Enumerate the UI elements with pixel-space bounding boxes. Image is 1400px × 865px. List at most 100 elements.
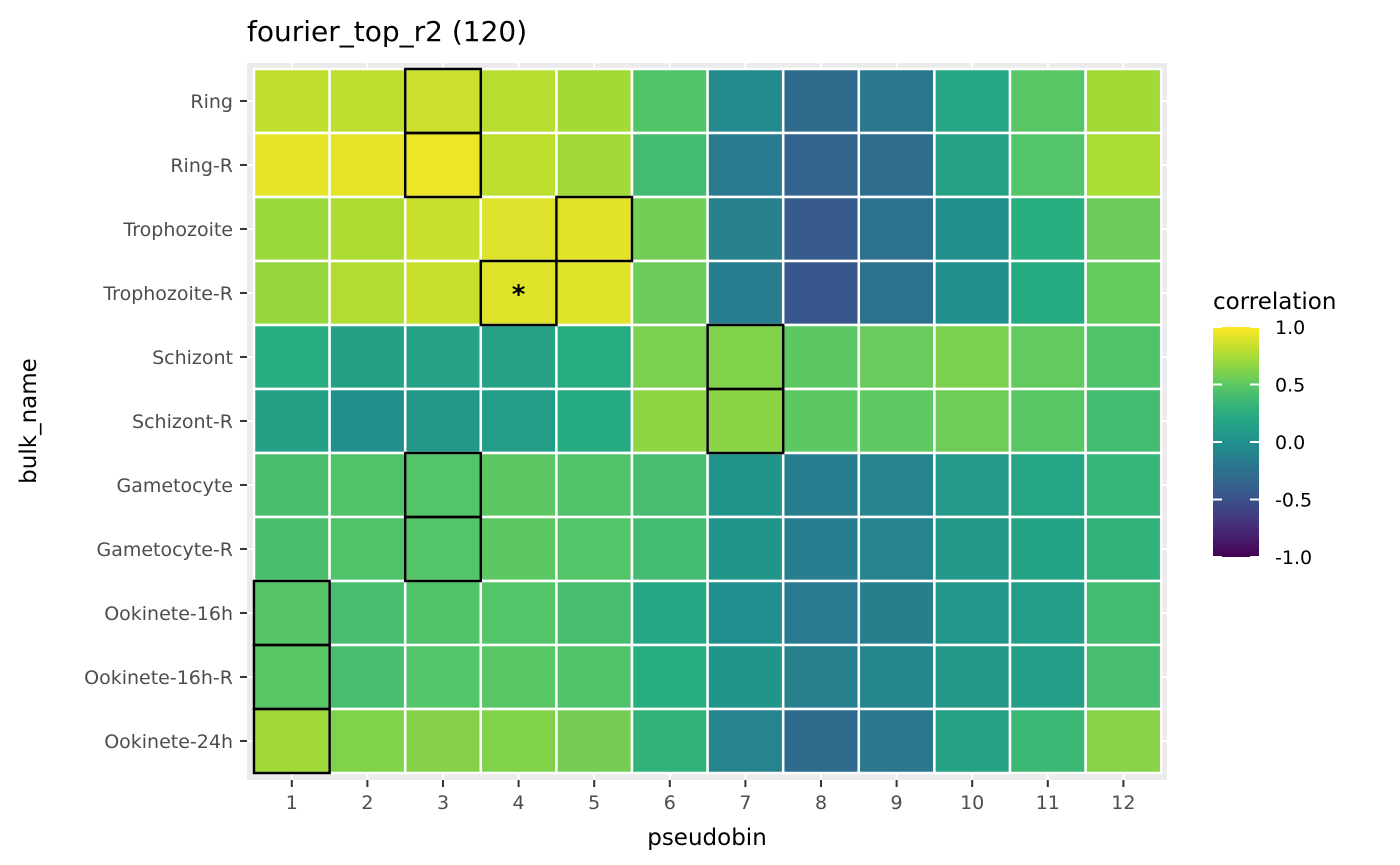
heatmap-cell: [1084, 323, 1163, 391]
heatmap-cell: [933, 451, 1012, 519]
y-tick-label: Ring-R: [170, 155, 233, 177]
heatmap-cell: [630, 67, 709, 135]
heatmap-cell: [252, 451, 331, 519]
heatmap-cell: [328, 259, 407, 327]
heatmap-cell: [1084, 195, 1163, 263]
heatmap-cell: [933, 323, 1012, 391]
heatmap-cell: [1084, 67, 1163, 135]
heatmap-cell: [706, 67, 785, 135]
legend-tick-label: -0.5: [1275, 490, 1312, 512]
y-tick-label: Trophozoite-R: [102, 283, 233, 305]
heatmap-cell: [857, 323, 936, 391]
heatmap-cell: [252, 195, 331, 263]
heatmap-cell: [1008, 259, 1087, 327]
heatmap-cell: [555, 707, 634, 775]
heatmap-cell: [630, 323, 709, 391]
heatmap-cell: [1084, 451, 1163, 519]
x-tick-label: 7: [739, 792, 751, 814]
heatmap-cell: [1084, 387, 1163, 455]
heatmap-cell: [328, 451, 407, 519]
legend-tick-label: -1.0: [1275, 547, 1312, 569]
heatmap-cell: [933, 67, 1012, 135]
highlight-box: [479, 259, 558, 327]
x-tick-label: 12: [1111, 792, 1135, 814]
heatmap-cell: [630, 515, 709, 583]
heatmap-cell: [479, 67, 558, 135]
heatmap-cell: [403, 323, 483, 391]
heatmap-cell: [252, 323, 331, 391]
legend: correlation 1.0 0.5 0.0 -0.5 -1.0: [1213, 289, 1336, 569]
heatmap-cell: [555, 643, 634, 711]
heatmap-cell: [479, 579, 558, 647]
x-tick-label: 4: [513, 792, 525, 814]
heatmap-cell: [252, 259, 331, 327]
highlight-box: [252, 707, 331, 775]
heatmap-cell: [781, 387, 861, 455]
heatmap-cell: [706, 387, 785, 455]
heatmap-cell: [781, 707, 861, 775]
y-tick-label: Gametocyte-R: [96, 539, 233, 561]
heatmap-cell: [1008, 451, 1087, 519]
legend-tick-label: 0.5: [1275, 375, 1305, 397]
y-tick-label: Ookinete-16h: [104, 603, 233, 625]
heatmap-cell: [781, 579, 861, 647]
heatmap-cell: [630, 387, 709, 455]
heatmap-cell: [328, 707, 407, 775]
highlight-box: [555, 195, 634, 263]
heatmap-cell: [555, 451, 634, 519]
heatmap-cell: [706, 515, 785, 583]
heatmap-cell: [1084, 515, 1163, 583]
highlight-box: [403, 515, 483, 583]
x-axis-title: pseudobin: [647, 825, 767, 851]
legend-tick-label: 0.0: [1275, 432, 1305, 454]
heatmap-cell: [555, 195, 634, 263]
heatmap-cells: [252, 67, 1163, 775]
x-tick-label: 6: [664, 792, 676, 814]
heatmap-cell: [781, 323, 861, 391]
heatmap-cell: [857, 259, 936, 327]
heatmap-cell: [857, 131, 936, 199]
heatmap-cell: [630, 259, 709, 327]
legend-title: correlation: [1213, 289, 1336, 315]
y-axis-title: bulk_name: [16, 358, 42, 484]
heatmap-cell: [781, 515, 861, 583]
heatmap-cell: [781, 259, 861, 327]
heatmap-cell: [555, 579, 634, 647]
heatmap-cell: [252, 643, 331, 711]
heatmap-cell: [933, 259, 1012, 327]
x-tick-label: 1: [286, 792, 298, 814]
heatmap-cell: [328, 67, 407, 135]
heatmap-cell: [1008, 131, 1087, 199]
heatmap-cell: [252, 387, 331, 455]
heatmap-cell: [857, 387, 936, 455]
x-axis: 1 2 3 4 5 6 7 8 9 10 11 12: [286, 780, 1135, 814]
heatmap-cell: [403, 195, 483, 263]
heatmap-cell: [479, 451, 558, 519]
heatmap-cell: [630, 707, 709, 775]
heatmap-cell: [1084, 131, 1163, 199]
heatmap-cell: [252, 707, 331, 775]
heatmap-cell: [933, 579, 1012, 647]
heatmap-cell: [403, 643, 483, 711]
heatmap-cell: [252, 515, 331, 583]
cell-annotations: *: [512, 280, 526, 310]
x-tick-label: 5: [588, 792, 600, 814]
x-tick-label: 9: [891, 792, 903, 814]
heatmap-cell: [403, 131, 483, 199]
heatmap-cell: [857, 451, 936, 519]
heatmap-cell: [781, 643, 861, 711]
heatmap-cell: [252, 579, 331, 647]
heatmap-cell: [630, 195, 709, 263]
heatmap-cell: [781, 195, 861, 263]
y-tick-label: Ring: [190, 91, 233, 113]
heatmap-cell: [555, 67, 634, 135]
x-tick-label: 3: [437, 792, 449, 814]
heatmap-cell: [328, 131, 407, 199]
heatmap-cell: [328, 387, 407, 455]
highlight-box: [706, 387, 785, 455]
heatmap-cell: [328, 579, 407, 647]
heatmap-cell: [857, 707, 936, 775]
heatmap-cell: [706, 259, 785, 327]
heatmap-cell: [1008, 323, 1087, 391]
